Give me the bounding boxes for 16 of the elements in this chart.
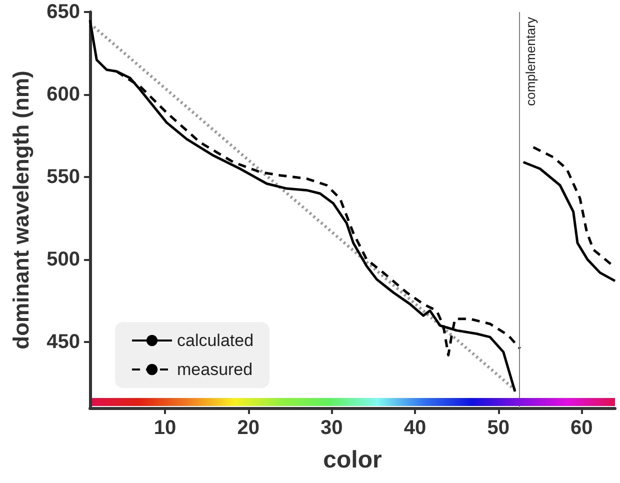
y-tick-label: 600	[46, 84, 80, 106]
x-tick-label: 50	[487, 417, 510, 439]
ref-line-label: complementary	[523, 16, 538, 106]
y-axis-title: dominant wavelength (nm)	[8, 70, 34, 350]
legend-label: measured	[177, 360, 253, 379]
x-tick-label: 60	[570, 417, 593, 439]
y-tick-label: 650	[46, 1, 80, 23]
y-tick-label: 500	[46, 248, 80, 270]
y-tick-label: 550	[46, 166, 80, 188]
x-tick-label: 10	[154, 417, 176, 439]
legend-label: calculated	[177, 331, 254, 350]
x-axis-title: color	[323, 446, 382, 474]
x-tick-label: 40	[404, 417, 426, 439]
x-tick-label: 20	[237, 417, 260, 439]
y-tick-label: 450	[46, 331, 80, 353]
x-tick-label: 30	[320, 417, 343, 439]
